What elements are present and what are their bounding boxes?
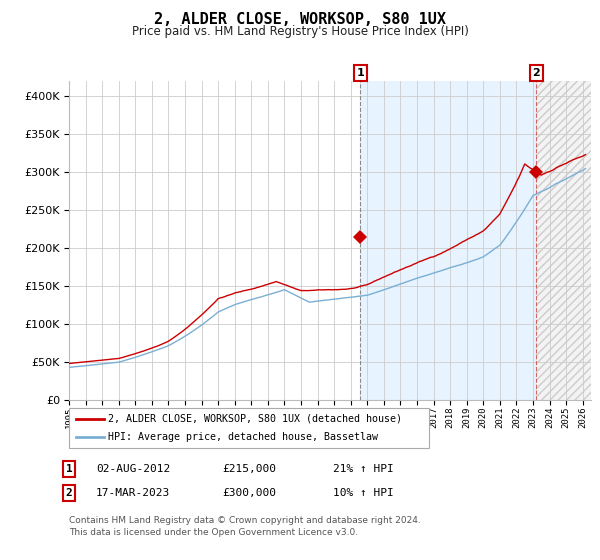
Text: Contains HM Land Registry data © Crown copyright and database right 2024.
This d: Contains HM Land Registry data © Crown c…: [69, 516, 421, 537]
Text: £300,000: £300,000: [222, 488, 276, 498]
Text: 2: 2: [533, 68, 541, 78]
Text: HPI: Average price, detached house, Bassetlaw: HPI: Average price, detached house, Bass…: [108, 432, 378, 442]
Text: 1: 1: [356, 68, 364, 78]
Text: 02-AUG-2012: 02-AUG-2012: [96, 464, 170, 474]
Text: 2, ALDER CLOSE, WORKSOP, S80 1UX: 2, ALDER CLOSE, WORKSOP, S80 1UX: [154, 12, 446, 27]
Text: Price paid vs. HM Land Registry's House Price Index (HPI): Price paid vs. HM Land Registry's House …: [131, 25, 469, 38]
Text: 17-MAR-2023: 17-MAR-2023: [96, 488, 170, 498]
Text: 10% ↑ HPI: 10% ↑ HPI: [333, 488, 394, 498]
Text: 2: 2: [65, 488, 73, 498]
Text: £215,000: £215,000: [222, 464, 276, 474]
Text: 1: 1: [65, 464, 73, 474]
Text: 21% ↑ HPI: 21% ↑ HPI: [333, 464, 394, 474]
Bar: [536, 81, 599, 400]
Bar: [361, 81, 536, 400]
Text: 2, ALDER CLOSE, WORKSOP, S80 1UX (detached house): 2, ALDER CLOSE, WORKSOP, S80 1UX (detach…: [108, 414, 402, 424]
Bar: [536, 81, 599, 400]
